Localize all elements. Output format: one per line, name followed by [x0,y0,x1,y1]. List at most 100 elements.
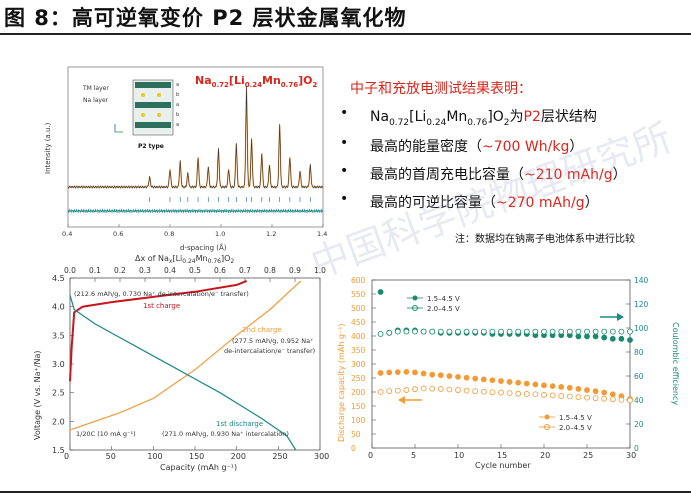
ce-point-1.5-4.5 [618,335,625,342]
cycling-xlabel: Cycle number [475,461,531,470]
ce-point-2.0-4.5 [618,328,625,335]
voltage-xlabel: Capacity (mAh g⁻¹) [160,463,237,472]
ce-point-2.0-4.5 [506,328,513,335]
ce-point-2.0-4.5 [575,328,582,335]
voltage-x2tick-label: 0.0 [64,266,76,275]
summary-panel: 中子和充放电测试结果表明： • Na0.72[Li0.24Mn0.76]O2为P… [336,78,686,212]
voltage-x2tick-label: 0.7 [239,266,251,275]
capacity-point-2.0-4.5 [601,395,608,402]
charge1-note: (212.6 mAh/g, 0.730 Na⁺ de-intercalation… [74,290,249,298]
p2-structure-inset: TM layer Na layer P2 type ab ab a [82,79,179,150]
capacity-point-1.5-4.5 [429,371,436,378]
capacity-point-1.5-4.5 [437,372,444,379]
voltage-xtick-label: 150 [189,452,204,461]
legend-top-1: 1.5–4.5 V [427,295,460,303]
svg-text:a: a [176,102,179,108]
voltage-xtick-label: 0 [64,452,69,461]
discharge1-label: 1st discharge [216,420,263,428]
first-discharge-curve [69,295,297,451]
ce-point-1.5-4.5 [592,333,599,340]
capacity-point-2.0-4.5 [575,394,582,400]
first-charge-curve [69,279,248,382]
svg-text:a: a [176,122,179,128]
capacity-point-1.5-4.5 [549,383,556,390]
capacity-point-2.0-4.5 [541,391,547,398]
summary-bullet-3: • 最高的首周充电比容量（~210 mAh/g） [340,162,627,183]
legend-bottom-1: 1.5–4.5 V [559,414,592,422]
ce-point-1.5-4.5 [627,337,633,343]
voltage-x2tick-label: 0.4 [164,266,176,275]
diffraction-xticks: 0.4 0.6 0.8 1.0 1.2 1.4 [62,224,327,238]
figure-title: 图 8：高可逆氧变价 P2 层状金属氧化物 [4,6,407,30]
voltage-x2tick-label: 0.6 [214,266,226,275]
ce-point-2.0-4.5 [489,328,496,335]
capacity-point-2.0-4.5 [523,391,530,397]
ce-point-1.5-4.5 [575,333,582,340]
ce-point-1.5-4.5 [601,334,608,341]
ce-point-2.0-4.5 [446,328,453,335]
capacity-point-2.0-4.5 [446,386,453,393]
capacity-point-2.0-4.5 [386,388,393,395]
capacity-point-1.5-4.5 [412,369,418,376]
capacity-point-2.0-4.5 [394,387,401,394]
voltage-x2tick-label: 0.9 [289,266,301,275]
cycling-y2tick-label: 0 [634,444,639,453]
footnote: 注：数据均在钠离子电池体系中进行比较 [455,234,635,245]
ce-point-2.0-4.5 [601,328,608,335]
voltage-x2tick-label: 0.5 [189,266,201,275]
capacity-point-1.5-4.5 [601,389,608,396]
cycling-ytick-label: 100 [351,416,366,425]
voltage-xtick-label: 250 [272,452,287,461]
bullet2-close: ） [569,138,584,155]
capacity-point-2.0-4.5 [489,389,496,396]
capacity-point-2.0-4.5 [549,392,556,399]
diffraction-xlabel: d-spacing (Å) [180,243,227,252]
ce-point-2.0-4.5 [403,328,410,335]
voltage-x2tick-label: 0.1 [89,266,101,275]
capacity-point-2.0-4.5 [506,390,513,397]
capacity-point-2.0-4.5 [584,394,590,401]
cycling-ytick-label: 0 [351,444,356,453]
bullet1-formula: Na0.72[Li0.24Mn0.76]O2为 [370,109,524,128]
ce-point-2.0-4.5 [566,328,573,335]
capacity-point-1.5-4.5 [420,370,427,377]
ce-point-2.0-4.5 [515,328,522,335]
capacity-point-1.5-4.5 [592,388,599,395]
diffraction-difference-line [67,208,324,214]
ce-point-1.5-4.5 [377,289,384,295]
summary-bullet-2: • 最高的能量密度（~700 Wh/kg） [340,134,584,155]
ce-point-1.5-4.5 [609,335,616,342]
rate-label: 1/20C (10 mA g⁻¹) [76,430,136,438]
voltage-xtick-label: 100 [147,452,162,461]
capacity-point-2.0-4.5 [463,387,470,394]
bullet1-suffix: 层状结构 [540,109,597,125]
capacity-point-1.5-4.5 [480,376,487,383]
cycling-ytick-label: 200 [351,388,366,397]
bullet4-highlight: ~270 mAh/g [496,194,585,211]
diffraction-chart: Intensity (a.u.) d-spacing (Å) 0.4 0.6 0.8… [44,66,327,252]
voltage-x2tick-label: 0.3 [139,266,151,275]
legend-top-2: 2.0–4.5 V [427,305,460,313]
ce-point-2.0-4.5 [627,328,633,335]
capacity-point-1.5-4.5 [377,370,384,376]
ce-point-1.5-4.5 [584,333,590,340]
voltage-x2tick-label: 0.8 [264,266,276,275]
legend-top: 1.5–4.5 V 2.0–4.5 V [407,295,460,313]
voltage-x2label: Δx of Nax[Li0.24Mn0.76]O2 [135,254,234,265]
charge1-label: 1st charge [143,302,180,310]
ce-point-2.0-4.5 [592,328,599,335]
capacity-point-2.0-4.5 [437,386,444,392]
capacity-point-1.5-4.5 [541,382,547,389]
capacity-point-2.0-4.5 [455,387,461,393]
legend-bottom: 1.5–4.5 V 2.0–4.5 V [539,414,592,432]
diffraction-frame [67,66,324,228]
ce-point-2.0-4.5 [394,328,401,335]
ce-point-2.0-4.5 [558,328,565,335]
diffraction-ylabel: Intensity (a.u.) [44,122,52,174]
ce-point-2.0-4.5 [480,328,487,335]
capacity-point-2.0-4.5 [566,393,573,400]
bullet2-text: 最高的能量密度（ [370,138,482,155]
bullet3-highlight: ~210 mAh/g [524,166,613,183]
cycling-y2tick-label: 100 [634,324,649,333]
inset-label-p2: P2 type [138,143,164,150]
